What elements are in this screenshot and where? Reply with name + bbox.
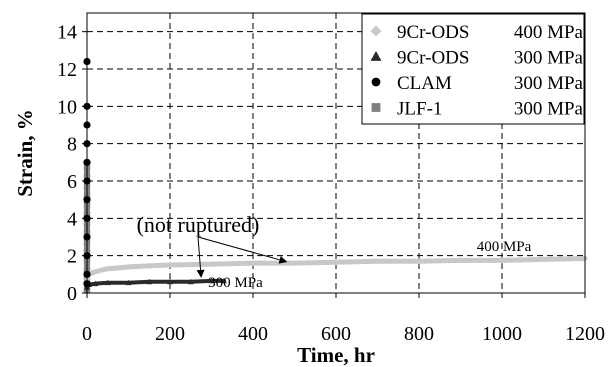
data-point-9cr-ods-300-mpa xyxy=(146,278,153,285)
x-tick-label: 200 xyxy=(155,323,185,345)
data-point-9cr-ods-400-mpa xyxy=(416,258,422,265)
legend-series-name: CLAM xyxy=(397,73,452,94)
legend-stress-label: 300 MPa xyxy=(514,73,584,94)
y-tick-label: 12 xyxy=(57,59,77,81)
data-point-9cr-ods-400-mpa xyxy=(208,261,215,268)
data-point-9cr-ods-300-mpa xyxy=(167,278,173,285)
annotation-arrow xyxy=(197,236,288,264)
annotations: (not ruptured) 400 MPa 300 MPa xyxy=(137,212,532,291)
data-point-9cr-ods-400-mpa xyxy=(291,260,298,267)
y-tick-label: 10 xyxy=(57,96,77,118)
legend-marker xyxy=(371,77,381,87)
legend-stress-label: 400 MPa xyxy=(514,22,584,43)
y-tick-label: 6 xyxy=(67,171,77,193)
series-line-9cr-ods-300-mpa xyxy=(85,278,226,290)
y-tick-label: 4 xyxy=(67,208,77,230)
data-point-9cr-ods-300-mpa xyxy=(92,280,99,287)
annotation-400mpa: 400 MPa xyxy=(477,239,532,255)
y-tick-label: 2 xyxy=(67,246,77,268)
data-point-9cr-ods-400-mpa xyxy=(499,257,505,264)
data-point-9cr-ods-400-mpa xyxy=(250,260,256,267)
legend-marker xyxy=(370,25,382,37)
data-point-9cr-ods-400-mpa xyxy=(457,257,464,264)
x-tick-label: 400 xyxy=(238,323,268,345)
y-tick-label: 0 xyxy=(67,283,77,305)
legend-stress-label: 300 MPa xyxy=(514,48,584,69)
data-point-9cr-ods-300-mpa xyxy=(208,277,215,284)
data-point-9cr-ods-400-mpa xyxy=(146,262,153,269)
x-tick-label: 1200 xyxy=(565,323,605,345)
legend-series-name: 9Cr-ODS xyxy=(397,48,469,69)
data-point-9cr-ods-400-mpa xyxy=(374,258,381,265)
legend-marker xyxy=(370,51,382,61)
data-point-9cr-ods-400-mpa xyxy=(167,262,173,268)
axes: 0 2 4 6 8 10 12 14 0 200 400 600 800 1000 1200 Time, hr… xyxy=(13,12,605,367)
x-tick-label: 800 xyxy=(404,323,434,345)
y-tick-label: 14 xyxy=(57,22,77,44)
legend-stress-label: 300 MPa xyxy=(514,99,584,120)
annotation-300mpa: 300 MPa xyxy=(208,275,263,291)
data-point-9cr-ods-300-mpa xyxy=(125,279,132,286)
annotation-arrow xyxy=(196,236,205,278)
x-tick-label: 1000 xyxy=(482,323,522,345)
x-tick-label: 600 xyxy=(321,323,351,345)
x-tick-label: 0 xyxy=(82,323,92,345)
x-axis-title: Time, hr xyxy=(297,343,375,367)
legend-marker xyxy=(371,103,381,112)
data-point-9cr-ods-400-mpa xyxy=(117,264,124,271)
y-axis-title: Strain, % xyxy=(13,109,37,197)
data-point-9cr-ods-400-mpa xyxy=(540,256,547,263)
data-point-9cr-ods-300-mpa xyxy=(220,277,227,284)
legend-series-name: 9Cr-ODS xyxy=(397,22,469,43)
data-point-9cr-ods-400-mpa xyxy=(333,259,339,266)
legend-box xyxy=(361,13,585,125)
data-point-9cr-ods-300-mpa xyxy=(187,278,194,285)
y-tick-label: 8 xyxy=(67,134,77,156)
data-point-9cr-ods-400-mpa xyxy=(104,265,111,272)
legend: 9Cr-ODS 400 MPa 9Cr-ODS 300 MPa CLAM 300 MPa J… xyxy=(361,13,585,125)
data-point-9cr-ods-400-mpa xyxy=(96,267,103,274)
data-point-9cr-ods-400-mpa xyxy=(90,269,97,276)
annotation-not-ruptured: (not ruptured) xyxy=(137,212,260,237)
data-point-9cr-ods-300-mpa xyxy=(104,279,111,286)
data-point-9cr-ods-400-mpa xyxy=(125,263,132,270)
legend-series-name: JLF-1 xyxy=(397,99,442,120)
